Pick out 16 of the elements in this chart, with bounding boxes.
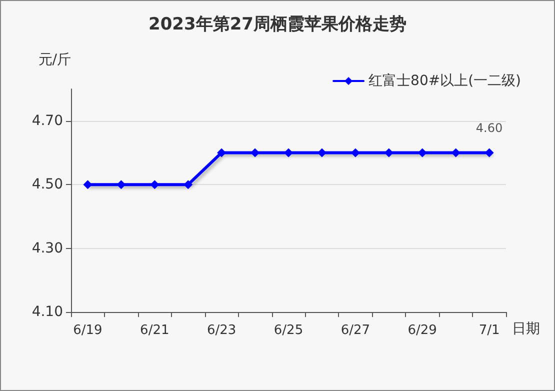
y-tick-label: 4.30 [32,240,63,256]
x-tick-label: 6/19 [73,323,102,338]
y-tick-label: 4.10 [32,304,63,320]
x-tick-label: 6/27 [340,323,370,338]
legend-label: 红富士80#以上(一二级) [368,73,521,89]
y-tick-label: 4.50 [32,176,63,193]
y-axis-title: 元/斤 [38,52,71,68]
x-tick-label: 6/29 [408,323,437,338]
data-label: 4.60 [476,121,503,136]
x-tick-label: 7/1 [478,323,500,338]
x-tick-label: 6/21 [140,323,170,338]
x-axis-title: 日期 [512,321,540,337]
x-tick-label: 6/23 [206,323,236,338]
y-tick-label: 4.70 [32,112,63,129]
x-tick-label: 6/25 [274,323,304,338]
chart-title: 2023年第27周栖霞苹果价格走势 [148,14,406,34]
